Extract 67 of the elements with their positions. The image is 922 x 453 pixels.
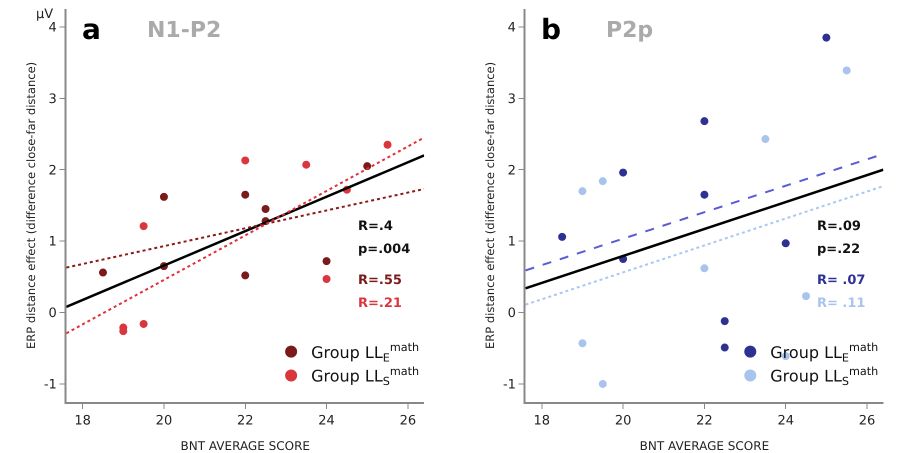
x-tick-label: 24 bbox=[318, 413, 335, 428]
point bbox=[140, 222, 148, 230]
y-tick-label: 3 bbox=[48, 92, 57, 107]
point bbox=[822, 34, 830, 42]
annotation: p=.22 bbox=[817, 242, 860, 257]
point bbox=[322, 274, 331, 283]
y-tick-label: 2 bbox=[48, 163, 57, 178]
x-tick-label: 22 bbox=[696, 413, 713, 428]
point bbox=[782, 239, 790, 248]
annotation: R= .11 bbox=[817, 296, 866, 311]
point bbox=[720, 317, 729, 326]
y-axis-title: ERP distance effect (difference close-far distance) bbox=[482, 62, 497, 350]
x-tick-label: 24 bbox=[777, 413, 794, 428]
annotation: R=.55 bbox=[358, 273, 402, 288]
y-tick-label: 1 bbox=[508, 234, 516, 250]
y-tick-label: 1 bbox=[48, 234, 57, 250]
point bbox=[761, 135, 770, 144]
point bbox=[241, 271, 250, 280]
y-tick-label: 3 bbox=[508, 92, 516, 107]
point bbox=[98, 268, 107, 277]
point bbox=[700, 190, 708, 199]
y-tick-label: 0 bbox=[508, 306, 516, 322]
y-tick-label: -1 bbox=[44, 378, 57, 393]
point bbox=[598, 177, 607, 186]
annotation: p=.004 bbox=[358, 242, 410, 257]
point bbox=[720, 344, 729, 352]
x-tick-label: 26 bbox=[858, 413, 876, 428]
point bbox=[241, 156, 250, 164]
y-axis-title: ERP distance effect (difference close-far distance) bbox=[24, 62, 38, 350]
annotation: R=.21 bbox=[358, 296, 402, 311]
x-axis-title: BNT AVERAGE SCORE bbox=[180, 439, 310, 453]
x-tick-label: 18 bbox=[74, 413, 91, 428]
point bbox=[302, 160, 310, 169]
y-tick-label: -1 bbox=[502, 378, 516, 393]
chart-title: a bbox=[82, 13, 101, 46]
chart-subtitle: N1-P2 bbox=[147, 18, 222, 43]
chart-title: b bbox=[541, 13, 562, 46]
point bbox=[578, 339, 586, 348]
text: µV bbox=[36, 7, 54, 22]
x-tick-label: 22 bbox=[236, 413, 254, 428]
x-tick-label: 20 bbox=[156, 413, 172, 428]
point bbox=[700, 117, 708, 126]
x-axis-title: BNT AVERAGE SCORE bbox=[640, 439, 770, 453]
point bbox=[241, 190, 250, 199]
point bbox=[140, 320, 148, 328]
point bbox=[322, 257, 331, 266]
point bbox=[262, 205, 270, 214]
y-tick-label: 2 bbox=[508, 163, 516, 178]
point bbox=[558, 232, 566, 241]
y-tick-label: 4 bbox=[48, 20, 57, 36]
x-tick-label: 18 bbox=[534, 413, 550, 428]
annotation: R= .07 bbox=[817, 273, 866, 288]
point bbox=[160, 192, 168, 201]
y-tick-label: 0 bbox=[48, 306, 57, 322]
point bbox=[384, 140, 392, 149]
point bbox=[842, 66, 851, 74]
annotation: R=.4 bbox=[358, 219, 393, 234]
point bbox=[619, 168, 628, 177]
point bbox=[598, 380, 607, 388]
chart-subtitle: P2p bbox=[606, 18, 654, 43]
y-tick-label: 4 bbox=[508, 20, 516, 36]
x-tick-label: 26 bbox=[400, 413, 416, 428]
x-tick-label: 20 bbox=[614, 413, 632, 428]
point bbox=[578, 187, 586, 196]
point bbox=[700, 264, 708, 272]
point bbox=[802, 292, 810, 300]
annotation: R=.09 bbox=[817, 219, 861, 234]
